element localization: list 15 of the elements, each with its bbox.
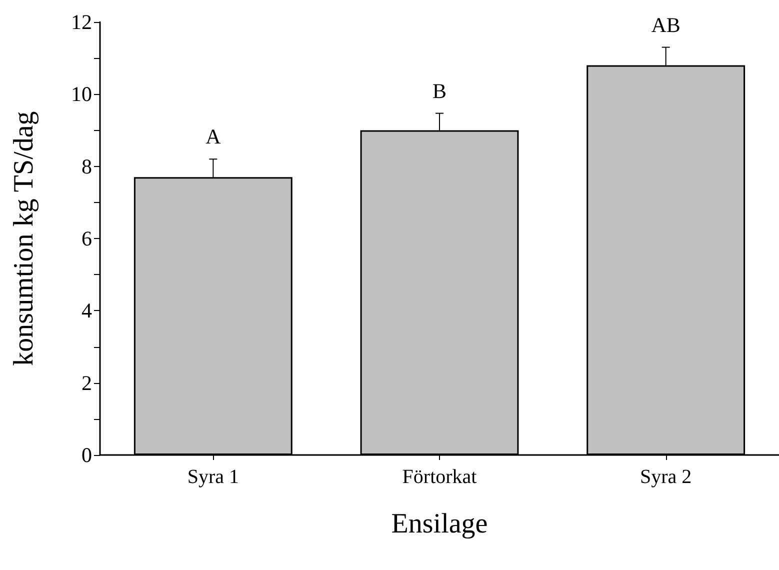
annotation: A xyxy=(206,124,222,149)
y-tick-label: 8 xyxy=(82,154,92,178)
y-axis-title: konsumtion kg TS/dag xyxy=(8,111,40,366)
x-tick-label: Syra 1 xyxy=(187,466,240,488)
y-tick-label: 6 xyxy=(82,226,92,250)
y-tick-label: 0 xyxy=(82,443,92,467)
annotation: AB xyxy=(651,12,680,37)
x-tick-label: Syra 2 xyxy=(640,466,692,488)
y-tick-label: 2 xyxy=(82,370,92,395)
x-axis-title: Ensilage xyxy=(391,508,488,540)
y-tick-label: 10 xyxy=(71,82,92,106)
annotation: B xyxy=(432,78,447,103)
y-tick-label: 12 xyxy=(71,10,92,34)
y-tick-label: 4 xyxy=(82,298,92,323)
x-tick-label: Förtorkat xyxy=(402,466,478,488)
